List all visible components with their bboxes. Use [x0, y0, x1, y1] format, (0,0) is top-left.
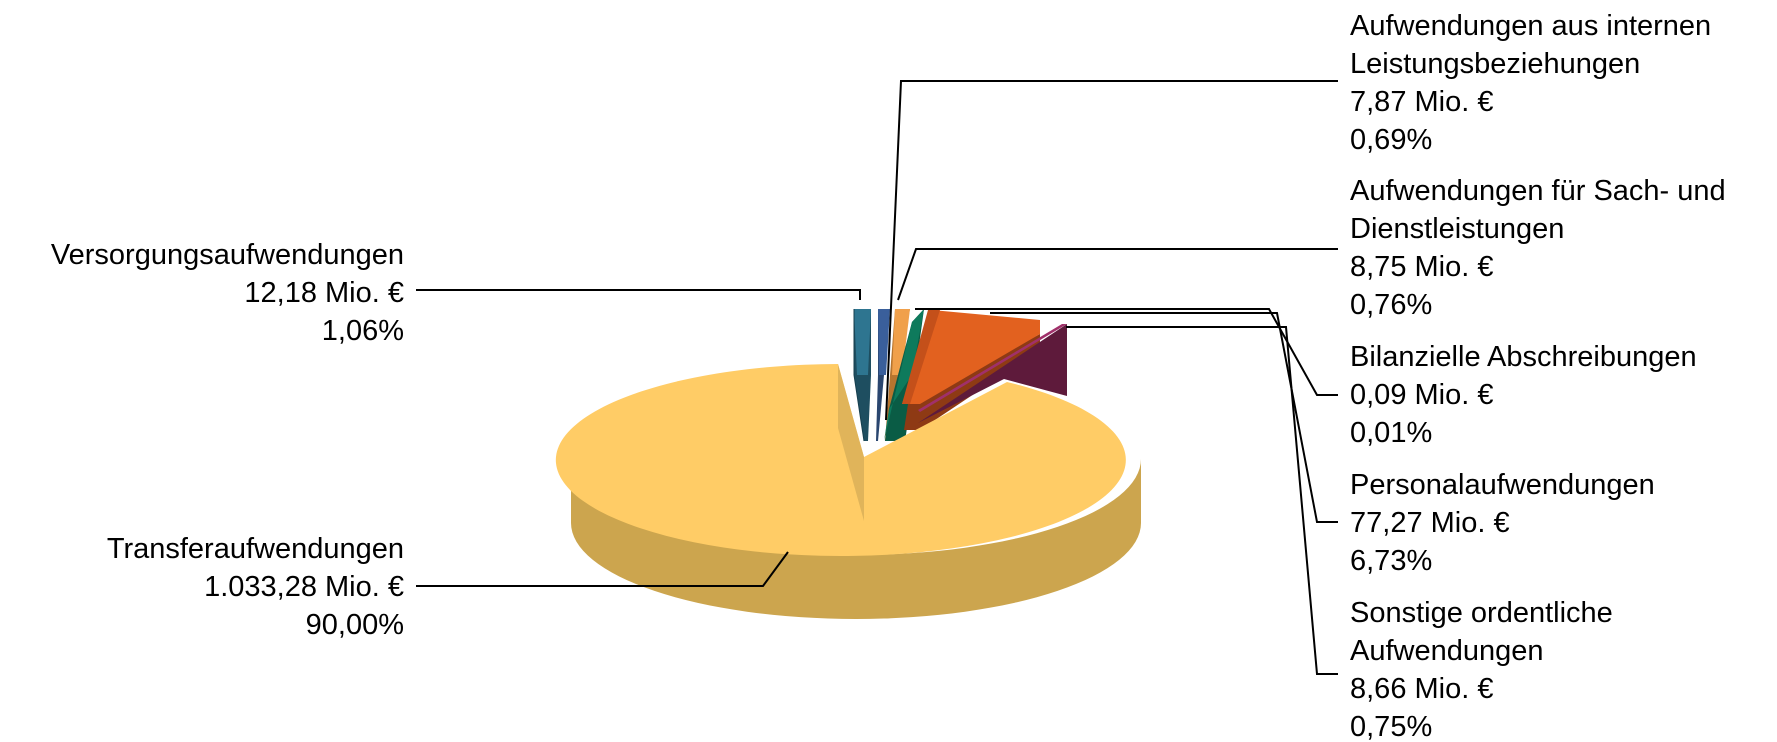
label-percent: 0,01% — [1350, 417, 1432, 449]
label-percent: 1,06% — [322, 315, 404, 347]
slice-versorgungsaufwendungen — [853, 309, 871, 442]
leader-versorgungsaufwendungen — [416, 289, 861, 300]
slice-interne-leistungsbeziehungen — [876, 309, 890, 441]
label-value: 8,66 Mio. € — [1350, 673, 1493, 705]
label-name: Bilanzielle Abschreibungen — [1350, 341, 1697, 373]
label-versorgungsaufwendungen: Versorgungsaufwendungen 12,18 Mio. € 1,0… — [51, 239, 404, 347]
leader-lines — [416, 80, 1338, 675]
label-sach-und-dienstleistungen: Aufwendungen für Sach- und Dienstleistun… — [1350, 175, 1726, 321]
slice-sonstige-ordentliche-aufwendungen — [884, 309, 924, 441]
leader-personalaufwendungen — [990, 312, 1338, 523]
label-name: Versorgungsaufwendungen — [51, 239, 404, 271]
label-transferaufwendungen: Transferaufwendungen 1.033,28 Mio. € 90,… — [107, 533, 404, 641]
label-name-line1: Sonstige ordentliche — [1350, 597, 1613, 629]
label-name-line2: Dienstleistungen — [1350, 213, 1564, 245]
label-bilanzielle-abschreibungen: Bilanzielle Abschreibungen 0,09 Mio. € 0… — [1350, 341, 1697, 449]
leader-sach-und-dienstleistungen — [897, 248, 1338, 301]
slice-personalaufwendungen — [902, 310, 1040, 430]
leader-interne-leistungsbeziehungen — [885, 80, 1338, 421]
label-name-line1: Aufwendungen aus internen — [1350, 10, 1711, 42]
label-value: 7,87 Mio. € — [1350, 86, 1493, 118]
label-value: 77,27 Mio. € — [1350, 507, 1510, 539]
slice-transferaufwendungen — [555, 364, 1141, 619]
label-name-line1: Aufwendungen für Sach- und — [1350, 175, 1726, 207]
label-percent: 0,75% — [1350, 711, 1432, 742]
label-sonstige-ordentliche-aufwendungen: Sonstige ordentliche Aufwendungen 8,66 M… — [1350, 597, 1613, 742]
label-personalaufwendungen: Personalaufwendungen 77,27 Mio. € 6,73% — [1350, 469, 1655, 577]
label-interne-leistungsbeziehungen: Aufwendungen aus internen Leistungsbezie… — [1350, 10, 1711, 156]
label-percent: 90,00% — [306, 609, 404, 641]
label-value: 8,75 Mio. € — [1350, 251, 1493, 283]
label-value: 1.033,28 Mio. € — [204, 571, 404, 603]
label-value: 12,18 Mio. € — [244, 277, 404, 309]
label-percent: 0,69% — [1350, 124, 1432, 156]
label-name-line2: Aufwendungen — [1350, 635, 1544, 667]
leader-bilanzielle-abschreibungen — [915, 308, 1338, 396]
label-percent: 0,76% — [1350, 289, 1432, 321]
label-name: Personalaufwendungen — [1350, 469, 1655, 501]
label-name: Transferaufwendungen — [107, 533, 404, 565]
label-percent: 6,73% — [1350, 545, 1432, 577]
label-value: 0,09 Mio. € — [1350, 379, 1493, 411]
label-name-line2: Leistungsbeziehungen — [1350, 48, 1640, 80]
leader-sonstige-ordentliche — [1066, 326, 1338, 675]
leader-transferaufwendungen — [416, 551, 789, 587]
slice-unlabeled-magenta — [918, 324, 1067, 423]
